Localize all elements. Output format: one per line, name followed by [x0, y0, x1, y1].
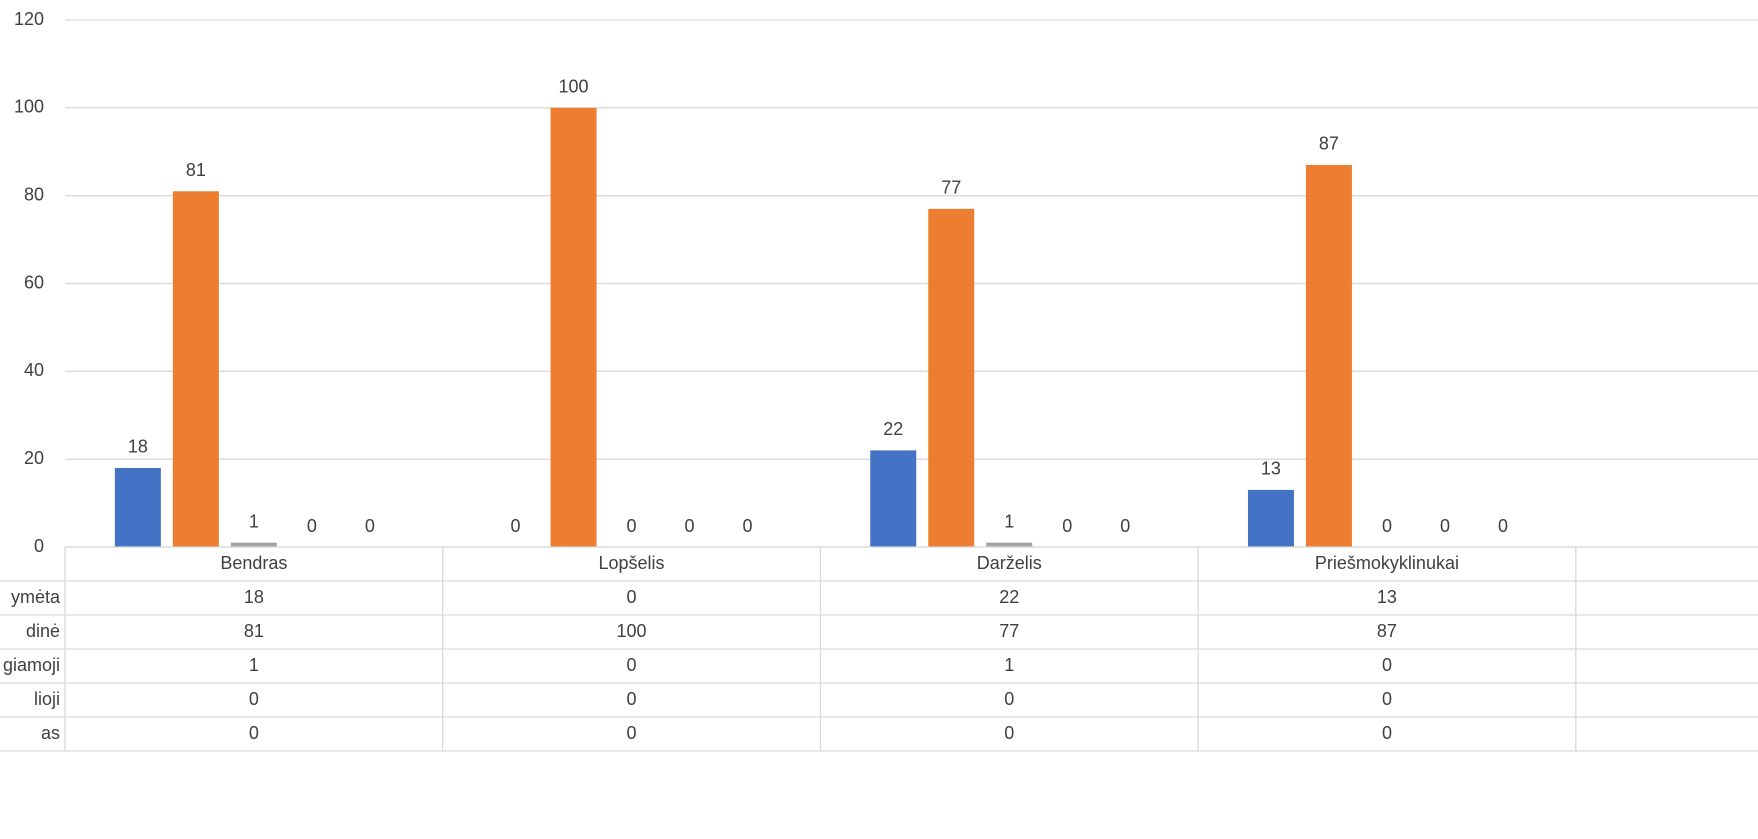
table-cell: 0 — [1382, 689, 1392, 709]
data-label: 0 — [685, 516, 695, 536]
y-tick-label: 40 — [24, 360, 44, 380]
table-cell: 0 — [627, 723, 637, 743]
table-cell: 77 — [999, 621, 1019, 641]
table-cell: 0 — [249, 723, 259, 743]
y-tick-label: 100 — [14, 97, 44, 117]
data-label: 0 — [743, 516, 753, 536]
x-tick-label: Lopšelis — [599, 553, 665, 573]
table-cell: 18 — [244, 587, 264, 607]
bar — [1305, 164, 1352, 548]
table-cell: 1 — [1004, 655, 1014, 675]
data-label: 0 — [365, 516, 375, 536]
y-tick-label: 0 — [34, 536, 44, 556]
table-cell: 0 — [627, 689, 637, 709]
table-cell: 0 — [627, 587, 637, 607]
data-label: 0 — [627, 516, 637, 536]
data-label: 0 — [1382, 516, 1392, 536]
data-label: 77 — [941, 178, 961, 198]
data-label: 0 — [307, 516, 317, 536]
table-cell: 0 — [1004, 689, 1014, 709]
table-cell: 0 — [1004, 723, 1014, 743]
x-tick-label: Bendras — [220, 553, 287, 573]
table-cell: 0 — [1382, 723, 1392, 743]
legend-label: lioji — [34, 689, 60, 709]
data-label: 13 — [1261, 459, 1281, 479]
data-label: 0 — [1440, 516, 1450, 536]
data-label: 100 — [559, 77, 589, 97]
legend-label: dinė — [26, 621, 60, 641]
y-tick-label: 60 — [24, 272, 44, 292]
y-tick-label: 120 — [14, 9, 44, 29]
x-tick-label: Darželis — [977, 553, 1042, 573]
x-tick-label: Priešmokyklinukai — [1315, 553, 1459, 573]
data-label: 0 — [511, 516, 521, 536]
legend-label: giamoji — [3, 655, 60, 675]
bar — [928, 208, 975, 547]
y-tick-label: 80 — [24, 184, 44, 204]
data-label: 0 — [1498, 516, 1508, 536]
data-label: 22 — [883, 419, 903, 439]
bar — [114, 467, 161, 547]
bar — [172, 191, 219, 547]
table-cell: 0 — [1382, 655, 1392, 675]
legend-label: ymėta — [11, 587, 61, 607]
bar — [870, 450, 917, 547]
table-cell: 87 — [1377, 621, 1397, 641]
table-cell: 1 — [249, 655, 259, 675]
bar — [230, 542, 277, 547]
data-label: 87 — [1319, 134, 1339, 154]
table-cell: 0 — [627, 655, 637, 675]
data-label: 0 — [1120, 516, 1130, 536]
table-cell: 13 — [1377, 587, 1397, 607]
table-cell: 81 — [244, 621, 264, 641]
table-cell: 0 — [249, 689, 259, 709]
data-label: 1 — [249, 511, 259, 531]
bar — [1247, 489, 1294, 547]
data-label: 81 — [186, 160, 206, 180]
legend-label: as — [41, 723, 60, 743]
table-cell: 22 — [999, 587, 1019, 607]
data-label: 18 — [128, 437, 148, 457]
bar — [550, 107, 597, 547]
y-tick-label: 20 — [24, 448, 44, 468]
data-label: 1 — [1004, 511, 1014, 531]
bar — [986, 542, 1033, 547]
data-label: 0 — [1062, 516, 1072, 536]
table-cell: 100 — [617, 621, 647, 641]
